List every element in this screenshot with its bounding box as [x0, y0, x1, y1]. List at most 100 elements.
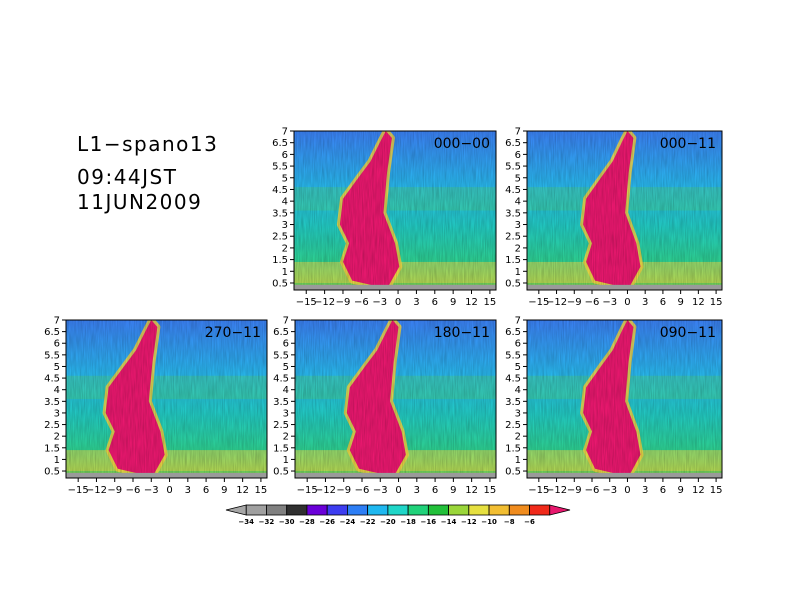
x-tick-label: 9 [450, 297, 456, 308]
x-tick-label: 3 [185, 485, 191, 496]
panel-label: 000−00 [434, 136, 490, 152]
colorbar-label: −24 [340, 518, 356, 526]
y-tick-label: 0.5 [44, 467, 60, 478]
x-tick-label: 15 [484, 297, 497, 308]
y-tick-label: 3.5 [44, 397, 60, 408]
y-tick-label: 0.5 [505, 278, 521, 289]
x-tick-label: 6 [432, 485, 438, 496]
x-tick-label: −3 [602, 297, 617, 308]
x-tick-label: 0 [395, 485, 401, 496]
x-tick-label: −6 [126, 485, 141, 496]
x-tick-label: 3 [414, 485, 420, 496]
x-tick-label: −6 [355, 485, 370, 496]
y-tick-label: 2.5 [505, 420, 521, 431]
colorbar-segment [488, 504, 510, 516]
y-tick-label: 6.5 [272, 138, 288, 149]
colorbar-label: −20 [380, 518, 396, 526]
y-tick-label: 1 [515, 455, 521, 466]
y-tick-label: 5 [54, 362, 60, 373]
x-tick-label: 0 [624, 485, 630, 496]
x-tick-label: 9 [677, 485, 683, 496]
ground-strip [527, 284, 722, 290]
x-tick-label: −3 [373, 485, 388, 496]
colorbar-segment [286, 504, 308, 516]
y-tick-label: 4.5 [505, 185, 521, 196]
noise-texture [295, 320, 496, 478]
panel-label: 000−11 [660, 136, 716, 152]
x-tick-label: 12 [465, 297, 478, 308]
x-tick-label: 3 [642, 297, 648, 308]
y-tick-label: 3.5 [505, 208, 521, 219]
y-tick-label: 2.5 [272, 232, 288, 243]
x-tick-label: 9 [677, 297, 683, 308]
noise-texture [527, 320, 722, 478]
y-tick-label: 4 [54, 385, 60, 396]
panel-label: 270−11 [205, 325, 261, 341]
y-tick-label: 0.5 [273, 467, 289, 478]
x-tick-label: 0 [624, 297, 630, 308]
y-tick-label: 3.5 [505, 397, 521, 408]
x-tick-label: −15 [297, 485, 318, 496]
noise-texture [294, 131, 496, 290]
y-tick-label: 2.5 [44, 420, 60, 431]
y-tick-label: 5.5 [505, 162, 521, 173]
y-tick-label: 7 [283, 316, 289, 327]
y-tick-label: 1.5 [44, 443, 60, 454]
x-tick-label: 12 [692, 485, 705, 496]
y-tick-label: 5 [515, 173, 521, 184]
x-tick-label: −3 [602, 485, 617, 496]
x-tick-label: −3 [144, 485, 159, 496]
panels-group: 000−000.511.522.533.544.555.566.57−15−12… [44, 127, 723, 496]
colorbar-label: −26 [319, 518, 335, 526]
colorbar-label: −16 [421, 518, 437, 526]
colorbar-segment [326, 504, 348, 516]
y-tick-label: 5 [515, 362, 521, 373]
x-tick-label: −6 [585, 485, 600, 496]
y-tick-label: 6.5 [505, 138, 521, 149]
y-tick-label: 2 [54, 432, 60, 443]
x-tick-label: −9 [336, 485, 351, 496]
colorbar-segment [407, 504, 429, 516]
colorbar-label: −14 [441, 518, 457, 526]
y-tick-label: 3 [515, 220, 521, 231]
x-tick-label: 12 [692, 297, 705, 308]
panel-label: 090−11 [660, 325, 716, 341]
y-tick-label: 1.5 [505, 443, 521, 454]
colorbar: −34 −32 −30 −28 −26 −24 −22 −20 −18 −16 −14 −12 −10−… [225, 504, 571, 526]
noise-texture [527, 131, 722, 290]
x-tick-label: −6 [585, 297, 600, 308]
y-tick-label: 7 [282, 127, 288, 138]
x-tick-label: 9 [450, 485, 456, 496]
y-tick-label: 4 [283, 385, 289, 396]
colorbar-segment [448, 504, 470, 516]
colorbar-label: −30 [279, 518, 295, 526]
panel-frame [294, 319, 497, 479]
y-tick-label: 4.5 [273, 374, 289, 385]
y-tick-label: 3.5 [272, 208, 288, 219]
colorbar-segment [468, 504, 490, 516]
y-tick-label: 6 [283, 339, 289, 350]
x-tick-label: 15 [484, 485, 497, 496]
panel-label: 180−11 [434, 325, 490, 341]
panel-1: 000−110.511.522.533.544.555.566.57−15−12… [505, 127, 723, 308]
colorbar-segment [387, 504, 409, 516]
x-tick-label: −9 [567, 297, 582, 308]
panel-3: 180−110.511.522.533.544.555.566.57−15−12… [273, 316, 497, 496]
y-tick-label: 6 [54, 339, 60, 350]
ground-strip [66, 472, 267, 478]
y-tick-label: 4 [282, 197, 288, 208]
panel-2: 270−110.511.522.533.544.555.566.57−15−12… [44, 316, 268, 496]
x-tick-label: −15 [528, 485, 549, 496]
x-tick-label: −9 [336, 297, 351, 308]
colorbar-segment [347, 504, 369, 516]
x-tick-label: −12 [315, 485, 336, 496]
x-tick-label: −15 [68, 485, 89, 496]
y-tick-label: 6.5 [505, 327, 521, 338]
colorbar-segment [367, 504, 389, 516]
x-tick-label: −3 [372, 297, 387, 308]
noise-texture [66, 320, 267, 478]
x-tick-label: −15 [528, 297, 549, 308]
x-tick-label: 3 [413, 297, 419, 308]
y-tick-label: 6.5 [44, 327, 60, 338]
x-tick-label: 3 [642, 485, 648, 496]
